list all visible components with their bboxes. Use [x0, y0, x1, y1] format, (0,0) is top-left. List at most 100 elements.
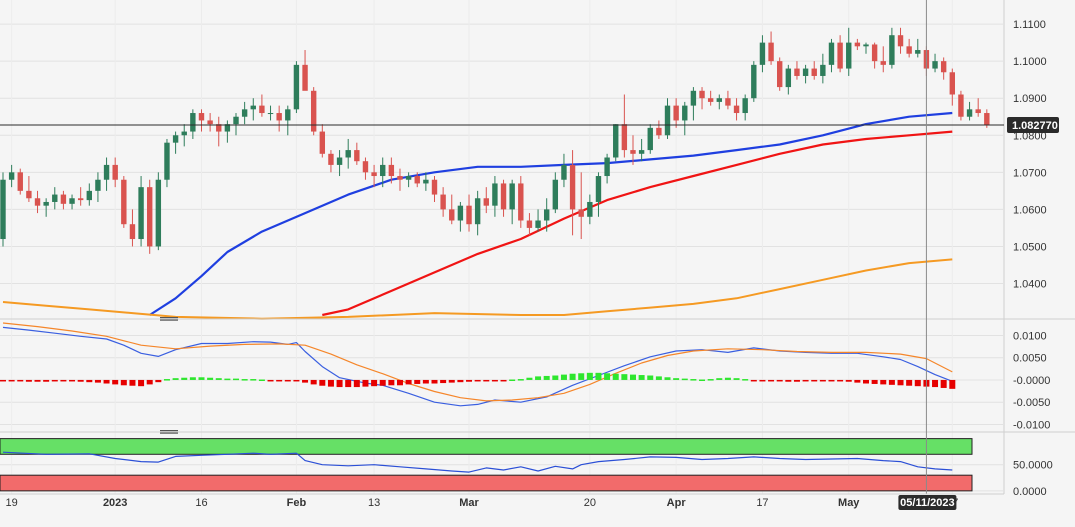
candle-up [932, 61, 938, 69]
candle-down [276, 113, 282, 121]
candle-down [207, 120, 213, 125]
macd-hist-negative [405, 379, 412, 385]
candle-up [785, 68, 792, 88]
candle-up [336, 157, 343, 165]
drag-handle-icon[interactable] [160, 430, 178, 432]
macd-hist-negative [768, 379, 775, 382]
axes: 1.1100 1.1000 1.0900 1.0800 1.0700 1.0600 1.05… [0, 0, 1059, 510]
candle-up [164, 142, 170, 180]
candle-down [699, 90, 705, 99]
macd-hist-negative [138, 379, 145, 387]
macd-hist-negative [888, 379, 895, 385]
macd-hist-negative [112, 379, 119, 385]
macd-hist-positive [578, 373, 585, 380]
time-tick-label: 16 [195, 497, 207, 509]
macd-hist-positive [552, 375, 559, 380]
candle-up [543, 209, 550, 221]
candle-down [768, 42, 774, 62]
macd-hist-negative [422, 379, 429, 384]
candle-up [561, 164, 567, 180]
candle-down [34, 198, 41, 206]
candle-up [233, 116, 239, 125]
macd-tick-label: 0.0050 [1013, 353, 1047, 365]
macd-hist-negative [293, 379, 300, 382]
macd-hist-negative [103, 379, 110, 384]
macd-hist-negative [811, 379, 818, 382]
candle-down [656, 127, 662, 136]
candle-down [198, 113, 205, 121]
candle-down [414, 176, 420, 184]
candle-down [121, 179, 127, 225]
candle-down [354, 150, 360, 162]
macd-hist-positive [172, 378, 179, 380]
time-tick-label: 19 [6, 497, 18, 509]
candle-down [449, 209, 455, 221]
macd-hist-negative [284, 379, 291, 382]
macd-hist-negative [466, 379, 473, 382]
candle-down [906, 46, 912, 54]
macd-hist-positive [241, 379, 248, 381]
price-tick-label: 1.0600 [1013, 204, 1047, 216]
candle-up [828, 42, 835, 65]
macd-hist-negative [785, 379, 792, 382]
macd-hist-positive [716, 378, 723, 380]
candle-down [975, 109, 981, 114]
candle-up [43, 201, 49, 206]
time-tick-label: 13 [368, 497, 380, 509]
macd-hist-positive [647, 375, 654, 380]
macd-hist-negative [914, 379, 921, 387]
candle-up [86, 190, 92, 201]
drag-handle-icon[interactable] [160, 317, 178, 319]
macd-hist-negative [949, 379, 956, 389]
rsi-tick-label: 0.0000 [1013, 486, 1047, 498]
candle-up [742, 98, 748, 114]
candle-up [647, 127, 653, 151]
time-tick-label: 2023 [103, 497, 127, 509]
macd-hist-negative [336, 379, 343, 388]
candle-up [552, 179, 559, 210]
candle-down [733, 105, 740, 114]
drag-handle-icon[interactable] [160, 432, 178, 434]
candle-down [440, 194, 446, 210]
time-tick-label: Mar [459, 497, 479, 509]
candle-down [630, 150, 636, 154]
macd-hist-negative [474, 379, 481, 382]
candle-down [328, 153, 334, 165]
candle-down [777, 61, 783, 88]
macd-hist-negative [776, 379, 783, 382]
candle-down [569, 164, 576, 210]
macd-hist-positive [707, 379, 714, 381]
candle-down [811, 68, 817, 76]
macd-hist-positive [207, 377, 214, 380]
macd-hist-negative [0, 379, 6, 382]
time-tick-label: Feb [287, 497, 307, 509]
macd-hist-negative [440, 379, 447, 384]
candle-up [0, 179, 6, 240]
candle-up [241, 109, 248, 117]
candle-up [457, 205, 464, 221]
candle-up [285, 109, 291, 121]
macd-hist-positive [258, 379, 265, 382]
candle-down [129, 224, 136, 240]
candle-up [966, 109, 973, 117]
sma_mid-line [322, 130, 953, 317]
macd-hist-positive [604, 373, 611, 380]
candle-up [181, 131, 187, 136]
candle-down [871, 44, 878, 62]
macd-hist-negative [129, 379, 136, 386]
drag-handle-icon[interactable] [160, 319, 178, 321]
macd-hist-negative [940, 379, 947, 388]
candle-down [431, 179, 438, 195]
macd-hist-negative [802, 379, 809, 382]
candle-up [846, 42, 852, 69]
candle-down [319, 131, 326, 154]
macd-hist-negative [448, 379, 455, 383]
macd_signal-line [2, 322, 953, 402]
macd-hist-negative [491, 379, 498, 382]
price-tick-label: 1.0500 [1013, 241, 1047, 253]
candle-up [138, 187, 144, 240]
macd-hist-positive [664, 377, 671, 380]
candle-down [854, 42, 861, 47]
